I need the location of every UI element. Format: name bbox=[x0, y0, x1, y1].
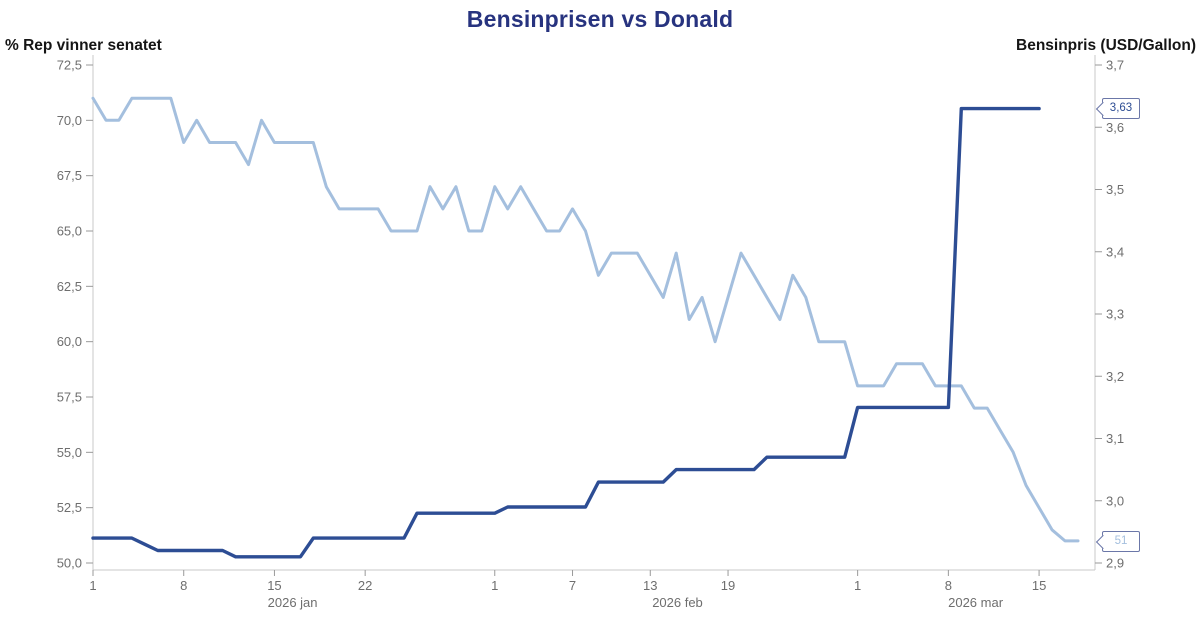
x-axis-tick-label: 8 bbox=[180, 578, 187, 593]
left-axis-tick-label: 60,0 bbox=[57, 334, 82, 349]
x-axis-tick-label: 7 bbox=[569, 578, 576, 593]
x-axis-tick-label: 15 bbox=[267, 578, 281, 593]
x-axis-tick-label: 1 bbox=[89, 578, 96, 593]
x-axis-tick-label: 15 bbox=[1032, 578, 1046, 593]
right-axis-tick-label: 3,7 bbox=[1106, 58, 1124, 73]
value-badge-rep: 51 bbox=[1102, 531, 1140, 552]
value-badge-bensinpris: 3,63 bbox=[1102, 98, 1140, 119]
x-axis-tick-label: 1 bbox=[854, 578, 861, 593]
right-axis-tick-label: 2,9 bbox=[1106, 556, 1124, 571]
chart-title: Bensinprisen vs Donald bbox=[466, 6, 734, 32]
x-axis-tick-label: 13 bbox=[643, 578, 657, 593]
left-axis-tick-label: 62,5 bbox=[57, 279, 82, 294]
right-axis-tick-label: 3,4 bbox=[1106, 244, 1124, 259]
right-axis-tick-label: 3,6 bbox=[1106, 120, 1124, 135]
left-axis-tick-label: 70,0 bbox=[57, 113, 82, 128]
x-axis-month-label: 2026 feb bbox=[652, 595, 703, 610]
value-badge-bensinpris-label: 3,63 bbox=[1109, 102, 1133, 114]
left-axis-tick-label: 57,5 bbox=[57, 390, 82, 405]
right-axis-tick-label: 3,2 bbox=[1106, 369, 1124, 384]
x-axis-tick-label: 19 bbox=[721, 578, 735, 593]
right-axis-tick-label: 3,1 bbox=[1106, 431, 1124, 446]
left-axis-title: % Rep vinner senatet bbox=[5, 37, 162, 54]
x-axis-tick-label: 22 bbox=[358, 578, 372, 593]
series-line-rep bbox=[91, 96, 1080, 543]
x-axis-month-label: 2026 mar bbox=[948, 595, 1004, 610]
left-axis-tick-label: 65,0 bbox=[57, 224, 82, 239]
left-axis-tick-label: 52,5 bbox=[57, 500, 82, 515]
right-axis-tick-label: 3,0 bbox=[1106, 493, 1124, 508]
x-axis-tick-label: 8 bbox=[945, 578, 952, 593]
left-axis-tick-label: 72,5 bbox=[57, 58, 82, 73]
series-line-bensinpris bbox=[91, 106, 1041, 559]
left-axis-tick-label: 55,0 bbox=[57, 445, 82, 460]
left-axis-tick-label: 50,0 bbox=[57, 556, 82, 571]
value-badge-rep-label: 51 bbox=[1114, 535, 1128, 547]
left-axis-tick-label: 67,5 bbox=[57, 168, 82, 183]
right-axis-title: Bensinpris (USD/Gallon) bbox=[1016, 37, 1196, 54]
x-axis-tick-label: 1 bbox=[491, 578, 498, 593]
right-axis-tick-label: 3,3 bbox=[1106, 307, 1124, 322]
x-axis-month-label: 2026 jan bbox=[268, 595, 318, 610]
right-axis-tick-label: 3,5 bbox=[1106, 182, 1124, 197]
